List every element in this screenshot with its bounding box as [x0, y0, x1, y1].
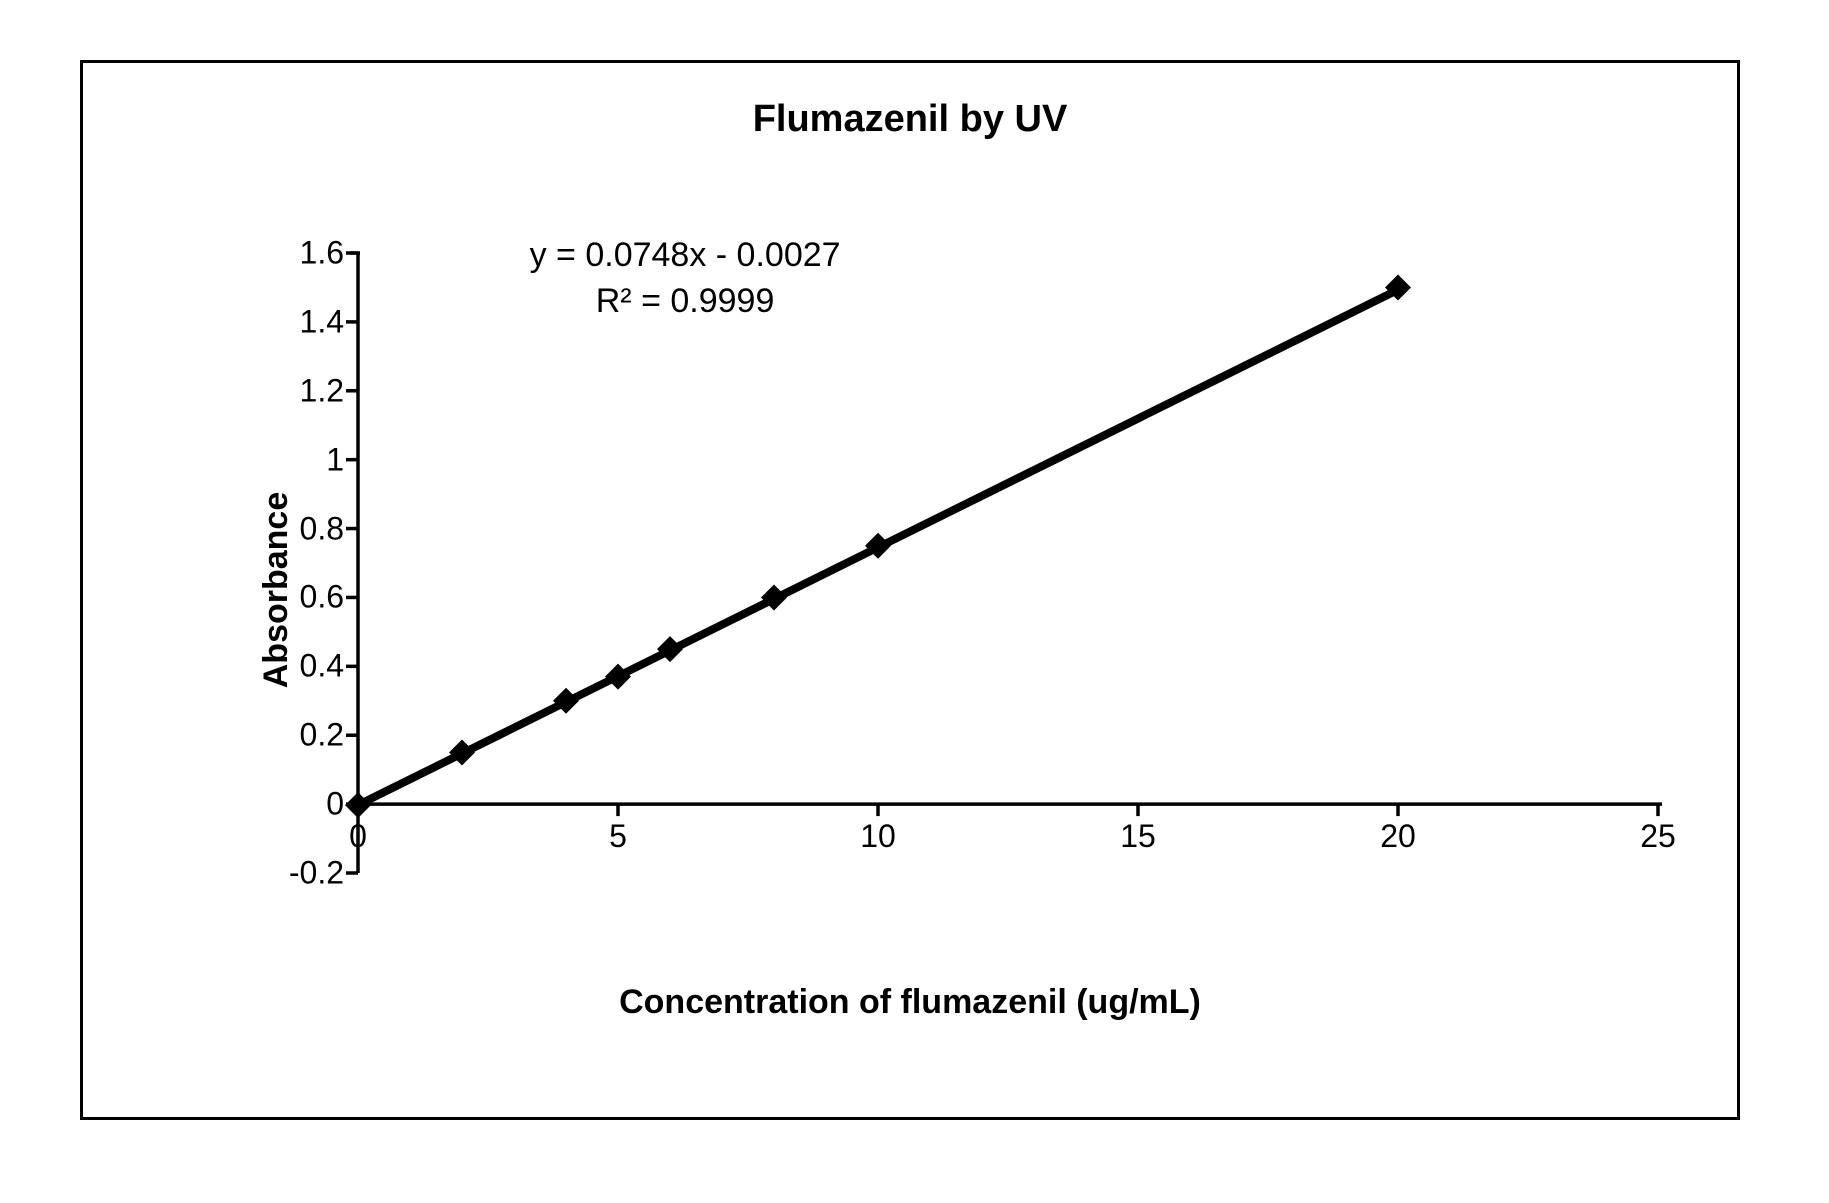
- chart-svg: [358, 253, 1658, 873]
- y-tick-label: 0.8: [300, 510, 358, 547]
- x-tick-label: 20: [1380, 804, 1416, 855]
- regression-equation: y = 0.0748x - 0.0027 R² = 0.9999: [530, 233, 841, 325]
- chart-title: Flumazenil by UV: [83, 98, 1737, 141]
- x-axis-label: Concentration of flumazenil (ug/mL): [83, 983, 1737, 1022]
- y-tick-label: 1: [326, 441, 358, 478]
- equation-line-1: y = 0.0748x - 0.0027: [530, 233, 841, 279]
- y-axis-label: Absorbance: [257, 492, 296, 689]
- x-tick-label: 0: [349, 804, 367, 855]
- y-tick-label: 1.6: [300, 235, 358, 272]
- y-tick-label: 1.4: [300, 303, 358, 340]
- x-tick-label: 25: [1640, 804, 1676, 855]
- x-tick-label: 15: [1120, 804, 1156, 855]
- y-tick-label: 0.4: [300, 648, 358, 685]
- chart-frame: Flumazenil by UV Absorbance Concentratio…: [80, 60, 1740, 1120]
- plot-area: y = 0.0748x - 0.0027 R² = 0.9999 -0.200.…: [358, 253, 1658, 873]
- y-tick-label: 0.2: [300, 717, 358, 754]
- y-tick-label: 1.2: [300, 372, 358, 409]
- x-tick-label: 10: [860, 804, 896, 855]
- x-tick-label: 5: [609, 804, 627, 855]
- y-tick-label: 0.6: [300, 579, 358, 616]
- y-tick-label: -0.2: [289, 855, 358, 892]
- equation-line-2: R² = 0.9999: [530, 279, 841, 325]
